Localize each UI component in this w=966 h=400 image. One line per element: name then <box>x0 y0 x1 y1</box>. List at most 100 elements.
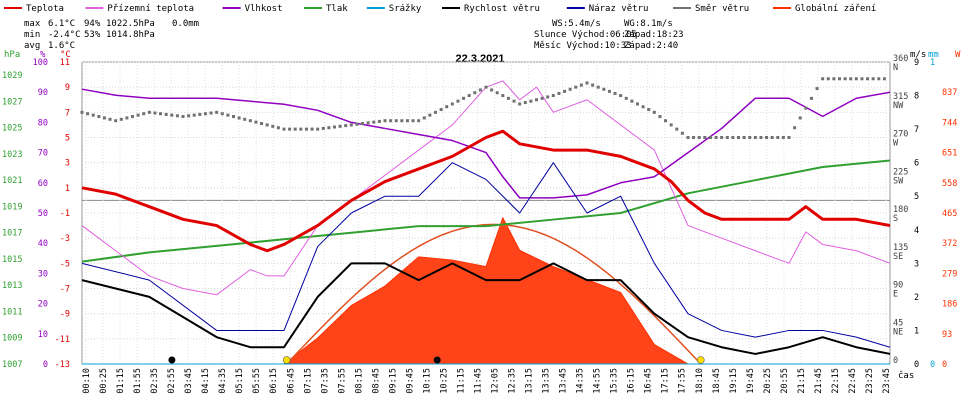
wind-dir-dot <box>422 116 426 120</box>
y-rad-tick-3: 279 <box>942 269 957 279</box>
legend-label-8: Globální záření <box>795 4 876 14</box>
x-tick-1: 00:25 <box>99 368 109 394</box>
x-tick-43: 21:45 <box>814 368 824 394</box>
x-tick-17: 08:45 <box>371 368 381 394</box>
wind-dir-dot <box>613 91 617 95</box>
stat-avg-label: avg <box>24 41 40 51</box>
wind-dir-dot <box>400 119 404 123</box>
wind-dir-dot <box>102 116 106 120</box>
y-dir-tick-0: 0 <box>893 356 898 366</box>
y-hum-tick-1: 10 <box>38 330 48 340</box>
y-temp-tick-6: -1 <box>60 209 70 219</box>
moonset-marker <box>168 356 176 364</box>
stat-min-label: min <box>24 30 40 40</box>
y-dir-label-6: W <box>893 139 899 149</box>
wind-dir-dot <box>439 108 443 112</box>
x-tick-23: 11:45 <box>473 368 483 394</box>
x-tick-2: 01:15 <box>116 368 126 394</box>
stat-max-hum: 94% <box>84 19 101 29</box>
y-dir-label-1: NE <box>893 327 903 337</box>
x-tick-36: 18:10 <box>695 368 705 394</box>
series-pressure <box>81 159 891 263</box>
wind-dir-dot <box>703 136 707 139</box>
y-hum-tick-3: 30 <box>38 269 48 279</box>
sunset-marker <box>696 356 705 364</box>
wind-dir-dot <box>737 136 740 139</box>
wind-dir-dot <box>664 119 668 123</box>
y-temp-tick-10: 7 <box>65 108 70 118</box>
wind-dir-dot <box>680 131 684 135</box>
wind-dir-dot <box>585 81 589 85</box>
series-radiation <box>282 216 690 365</box>
unit-deg: °C <box>60 50 71 60</box>
wind-dir-dot <box>192 113 196 117</box>
wind-dir-dot <box>114 119 118 123</box>
x-tick-14: 07:35 <box>320 368 330 394</box>
wind-dir-dot <box>271 124 275 128</box>
unit-time: čas <box>898 370 914 381</box>
wind-dir-dot <box>860 77 864 81</box>
wind-dir-dot <box>624 96 628 100</box>
wind-dir-dot <box>854 77 858 81</box>
chart-title: 22.3.2021 <box>456 53 505 65</box>
wind-dir-dot <box>641 105 645 109</box>
stat-avg-temp: 1.6°C <box>48 41 75 51</box>
y-press-tick-7: 1021 <box>2 176 22 186</box>
y-temp-tick-12: 11 <box>60 58 70 68</box>
wind-dir-dot <box>248 119 252 123</box>
wind-dir-dot <box>877 77 881 81</box>
y-wind-tick-8: 8 <box>914 92 919 102</box>
y-dir-tick-4: 180 <box>893 205 908 215</box>
x-tick-15: 07:55 <box>337 368 347 394</box>
wind-dir-dot <box>798 116 802 120</box>
sunrise-marker <box>282 356 291 364</box>
series-wind-speed <box>81 262 891 355</box>
wind-dir-dot <box>602 87 606 91</box>
wind-dir-dot <box>591 83 595 87</box>
y-rain-tick-1: 1 <box>930 58 935 68</box>
wind-dir-dot <box>411 119 415 123</box>
x-tick-35: 17:55 <box>678 368 688 394</box>
x-tick-39: 19:45 <box>746 368 756 394</box>
wind-info-block: WS:5.4m/s WG:8.1m/s Slunce Východ:06:05 … <box>534 19 684 51</box>
wind-dir-dot <box>316 127 320 131</box>
wind-dir-dot <box>282 127 286 131</box>
x-tick-4: 02:35 <box>150 368 160 394</box>
wind-dir-dot <box>692 136 696 139</box>
wind-dir-dot <box>518 102 522 106</box>
wind-dir-dot <box>770 136 774 139</box>
x-tick-8: 04:35 <box>218 368 228 394</box>
y-hum-tick-0: 0 <box>43 360 48 370</box>
x-tick-3: 01:55 <box>133 368 143 394</box>
x-tick-46: 23:25 <box>865 368 875 394</box>
stat-min-temp: -2.4°C <box>48 30 81 40</box>
wind-dir-dot <box>462 96 466 100</box>
wind-dir-dot <box>793 126 797 130</box>
wind-dir-dot <box>288 127 292 131</box>
wind-dir-dot <box>849 77 853 81</box>
y-dir-tick-6: 270 <box>893 130 908 140</box>
wind-dir-dot <box>260 122 264 126</box>
y-press-tick-9: 1025 <box>2 124 22 134</box>
wind-dir-dot <box>254 120 258 124</box>
wind-dir-dot <box>759 136 763 139</box>
legend-label-1: Přízemní teplota <box>107 4 194 14</box>
y-rad-tick-8: 744 <box>942 118 957 128</box>
y-wind-tick-9: 9 <box>914 58 919 68</box>
series-temperature <box>81 129 891 253</box>
legend-label-2: Vlhkost <box>245 4 283 14</box>
y-hum-tick-7: 70 <box>38 149 48 159</box>
x-tick-30: 14:55 <box>593 368 603 394</box>
wind-dir-dot <box>304 127 308 131</box>
y-temp-tick-5: -3 <box>60 234 70 244</box>
wind-dir-dot <box>338 124 342 128</box>
stat-max-rain: 0.0mm <box>172 19 199 29</box>
wind-dir-dot <box>871 77 875 81</box>
moon-rise: Měsíc Východ:10:33 <box>534 41 632 51</box>
wind-dir-dot <box>546 95 550 99</box>
wind-dir-dot <box>731 136 735 139</box>
y-press-tick-0: 1007 <box>2 360 22 370</box>
x-tick-18: 09:15 <box>388 368 398 394</box>
wind-dir-dot <box>293 127 297 131</box>
